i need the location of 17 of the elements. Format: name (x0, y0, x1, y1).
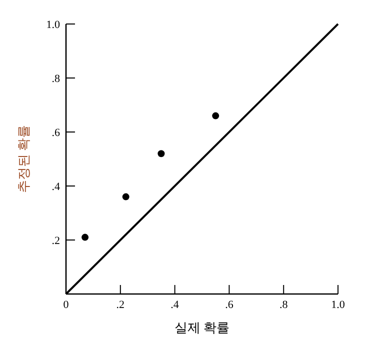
y-tick-label: .4 (52, 181, 60, 193)
x-tick-label: .6 (225, 299, 234, 311)
x-axis-title: 실제 확률 (174, 320, 230, 335)
x-tick-label: 0 (63, 299, 70, 311)
x-tick-label: .2 (116, 299, 125, 311)
x-tick-label: .4 (170, 299, 180, 311)
point (122, 193, 130, 200)
y-tick-label: .6 (52, 127, 60, 139)
y-tick-label: .2 (52, 235, 60, 247)
x-tick-label: 1.0 (331, 299, 346, 311)
y-tick-label: .8 (52, 73, 60, 85)
point (158, 150, 165, 158)
point (82, 234, 89, 241)
y-tick-label: 1.0 (46, 19, 60, 31)
x-tick-label: .8 (279, 299, 288, 311)
point (212, 112, 220, 120)
y-axis-title: 추정된 확률 (16, 124, 31, 194)
